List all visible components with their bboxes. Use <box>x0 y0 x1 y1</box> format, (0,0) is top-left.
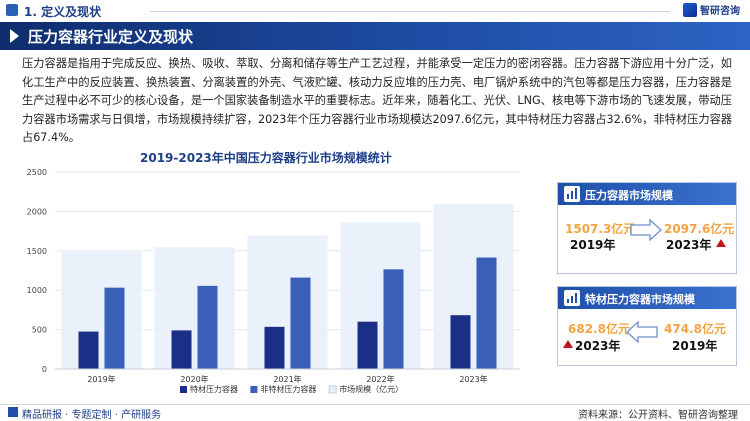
right-year: 2019年 <box>672 339 718 353</box>
left-year: 2023年 <box>575 339 621 353</box>
special-bar <box>171 330 192 369</box>
bar-chart: 0 500 1000 1500 2000 2500 2019年 2020年 2021年 2022年… <box>27 168 520 394</box>
non-special-bar <box>290 277 311 369</box>
logo-icon <box>683 2 697 17</box>
logo: 智研咨询 <box>683 2 740 17</box>
header-rule <box>150 11 670 12</box>
non-special-bar <box>104 287 125 369</box>
footer-rule <box>0 404 750 405</box>
non-special-bar <box>383 269 404 369</box>
section-header: 1. 定义及现状 智研咨询 <box>0 0 750 22</box>
arrow-up-icon <box>563 340 573 348</box>
panel-title: 特材压力容器市场规模 <box>585 293 695 306</box>
document-icon <box>8 407 18 417</box>
logo-text: 智研咨询 <box>700 6 740 17</box>
total-bar <box>340 222 421 369</box>
y-tick-label: 2500 <box>27 168 47 177</box>
non-special-bar <box>476 257 497 369</box>
trend-chart-icon <box>564 290 580 306</box>
special-bar <box>357 321 378 369</box>
special-bar <box>450 315 471 369</box>
page-title: 压力容器行业定义及现状 <box>28 28 194 46</box>
y-tick-label: 2000 <box>27 207 47 216</box>
x-tick-label: 2021年 <box>273 374 301 384</box>
legend-swatch <box>328 385 337 394</box>
total-bar <box>247 235 328 369</box>
section-icon <box>6 4 18 16</box>
market-size-panel: 压力容器市场规模 1507.3亿元 2019年 2097.6亿元 2023年 <box>557 182 737 274</box>
from-value: 1507.3亿元 <box>565 222 636 236</box>
right-value: 474.8亿元 <box>664 322 726 336</box>
y-tick-label: 500 <box>32 326 47 335</box>
non-special-bar <box>197 285 218 369</box>
intro-paragraph: 压力容器是指用于完成反应、换热、吸收、萃取、分离和储存等生产工艺过程，并能承受一… <box>22 57 732 145</box>
chart-title: 2019-2023年中国压力容器行业市场规模统计 <box>140 151 392 165</box>
footer: 精品研报 · 专题定制 · 产研服务 资料来源：公开资料、智研咨询整理 <box>0 404 750 421</box>
legend-swatch <box>250 386 258 393</box>
y-tick-label: 0 <box>42 365 47 374</box>
special-bar <box>264 326 285 369</box>
panel-header: 压力容器市场规模 <box>558 183 736 205</box>
panel-header: 特材压力容器市场规模 <box>558 287 736 309</box>
from-year: 2019年 <box>570 238 616 252</box>
legend-swatch <box>180 386 187 393</box>
left-value: 682.8亿元 <box>568 322 630 336</box>
x-tick-label: 2020年 <box>180 374 208 384</box>
x-tick-label: 2023年 <box>459 374 487 384</box>
total-bar <box>61 250 142 369</box>
y-tick-label: 1000 <box>27 286 47 295</box>
x-tick-label: 2019年 <box>87 374 115 384</box>
total-bar <box>154 247 235 369</box>
special-material-panel: 特材压力容器市场规模 682.8亿元 2023年 474.8亿元 2019年 <box>557 286 737 366</box>
special-bar <box>78 331 99 369</box>
total-bar <box>433 203 514 369</box>
legend-label: 特材压力容器 <box>190 384 238 394</box>
section-title: 1. 定义及现状 <box>24 5 102 19</box>
bar-chart-icon <box>564 186 580 202</box>
arrow-right-icon <box>630 219 662 241</box>
y-tick-label: 1500 <box>27 247 47 256</box>
footer-tagline: 精品研报 · 专题定制 · 产研服务 <box>22 410 162 421</box>
legend-label: 市场规模（亿元） <box>339 384 403 394</box>
arrow-left-icon <box>626 321 658 343</box>
title-banner: 压力容器行业定义及现状 <box>0 22 750 50</box>
to-value: 2097.6亿元 <box>664 222 735 236</box>
legend-label: 非特材压力容器 <box>260 384 316 394</box>
arrow-up-icon <box>716 239 726 247</box>
panel-title: 压力容器市场规模 <box>585 189 673 202</box>
to-year: 2023年 <box>666 238 712 252</box>
x-tick-label: 2022年 <box>366 374 394 384</box>
triangle-icon <box>10 29 19 43</box>
data-source: 资料来源：公开资料、智研咨询整理 <box>578 410 738 421</box>
